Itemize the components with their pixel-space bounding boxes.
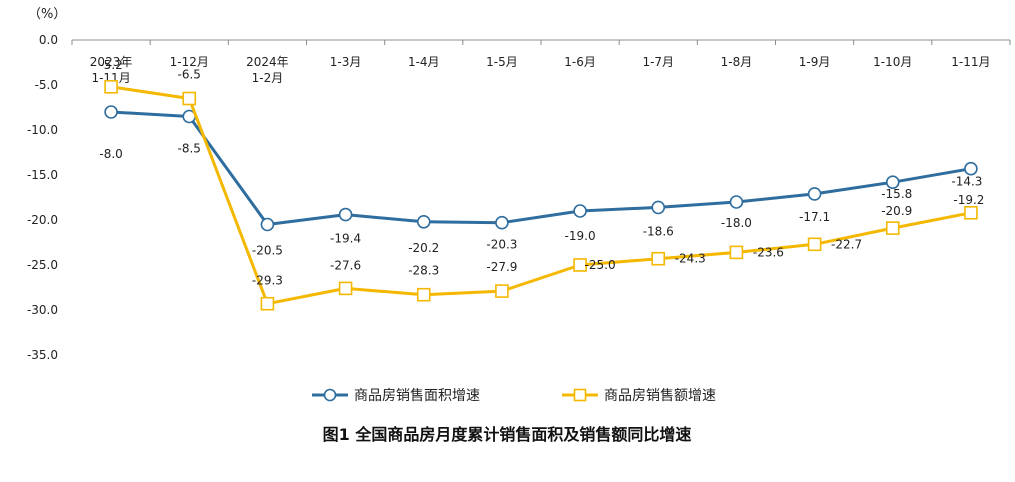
data-label: -6.5 bbox=[178, 68, 201, 82]
y-tick-label: 0.0 bbox=[39, 33, 58, 47]
y-tick-label: -30.0 bbox=[27, 303, 58, 317]
data-point bbox=[964, 161, 978, 176]
data-label: -24.3 bbox=[675, 252, 706, 266]
x-tick-label: 1-5月 bbox=[486, 55, 518, 69]
x-tick-label: 1-7月 bbox=[642, 55, 674, 69]
x-tick-label: 1-9月 bbox=[799, 55, 831, 69]
legend-label: 商品房销售额增速 bbox=[604, 388, 716, 404]
x-tick-label: 1-4月 bbox=[408, 55, 440, 69]
data-label: -28.3 bbox=[408, 264, 439, 278]
data-point bbox=[104, 80, 118, 94]
x-tick-label: 1-3月 bbox=[330, 55, 362, 69]
x-tick-label: 1-11月 bbox=[951, 55, 990, 69]
x-axis: 2023年 1-11月 1-12月 2024年 1-2月 1-3月 1-4月 1-5月 1-6月… bbox=[71, 39, 1011, 85]
data-label: -18.0 bbox=[721, 216, 752, 230]
series-layer bbox=[104, 80, 978, 311]
data-label: -20.9 bbox=[881, 204, 912, 218]
data-label: -19.0 bbox=[565, 229, 596, 243]
data-point bbox=[885, 221, 900, 235]
data-point bbox=[651, 200, 666, 215]
data-point bbox=[260, 217, 275, 232]
data-point bbox=[104, 105, 118, 119]
data-label: -25.0 bbox=[585, 258, 616, 272]
data-point bbox=[651, 251, 666, 266]
data-point bbox=[729, 245, 744, 260]
data-point bbox=[338, 207, 353, 222]
y-tick-label: -10.0 bbox=[27, 123, 58, 137]
data-label: -27.9 bbox=[486, 260, 517, 274]
data-label: -14.3 bbox=[951, 175, 982, 189]
data-point bbox=[416, 215, 431, 229]
data-labels: -8.0 -8.5 -20.5 -19.4 -20.2 -20.3 -19.0 -18.6 -1… bbox=[99, 58, 984, 288]
data-label: -29.3 bbox=[252, 274, 283, 288]
data-label: -15.8 bbox=[881, 187, 912, 201]
data-label: -17.1 bbox=[799, 210, 830, 224]
data-point bbox=[807, 187, 822, 201]
x-tick-label: 2024年 bbox=[246, 55, 289, 69]
x-tick-label: 2023年 bbox=[90, 55, 133, 69]
data-point bbox=[495, 215, 509, 230]
y-tick-label: -35.0 bbox=[27, 348, 58, 362]
data-point bbox=[573, 258, 587, 272]
y-axis: 0.0 -5.0 -10.0 -15.0 -20.0 -25.0 -30.0 -35.0 bbox=[27, 33, 58, 362]
data-label: -8.5 bbox=[178, 142, 201, 156]
y-axis-unit-label: （%） bbox=[28, 7, 66, 22]
x-tick-label: 1-6月 bbox=[564, 55, 596, 69]
legend-marker bbox=[573, 388, 587, 402]
x-tick-label: 1-10月 bbox=[873, 55, 912, 69]
data-point bbox=[964, 206, 978, 220]
legend: 商品房销售面积增速 商品房销售额增速 bbox=[312, 388, 716, 404]
data-label: -19.4 bbox=[330, 232, 361, 246]
legend-label: 商品房销售面积增速 bbox=[354, 388, 480, 404]
data-point bbox=[182, 91, 197, 106]
data-point bbox=[416, 287, 431, 302]
legend-marker bbox=[323, 388, 337, 402]
y-tick-label: -20.0 bbox=[27, 213, 58, 227]
data-label: -20.3 bbox=[486, 238, 517, 252]
data-point bbox=[573, 204, 587, 218]
data-point bbox=[338, 281, 353, 296]
data-label: -19.2 bbox=[953, 193, 984, 207]
data-label: -8.0 bbox=[99, 147, 122, 161]
data-label: -5.2 bbox=[99, 58, 122, 72]
y-tick-label: -15.0 bbox=[27, 168, 58, 182]
x-tick-label: 1-8月 bbox=[721, 55, 753, 69]
data-label: -23.6 bbox=[753, 245, 784, 259]
data-label: -27.6 bbox=[330, 258, 361, 272]
series-line-2 bbox=[110, 85, 972, 306]
data-label: -20.5 bbox=[252, 244, 283, 258]
data-point bbox=[729, 195, 744, 209]
chart-title: 图1 全国商品房月度累计销售面积及销售额同比增速 bbox=[323, 425, 692, 444]
data-point bbox=[495, 284, 509, 298]
data-point bbox=[807, 237, 822, 252]
x-tick-label: 1-11月 bbox=[91, 71, 130, 85]
data-point bbox=[260, 296, 275, 311]
x-tick-label: 1-2月 bbox=[252, 71, 284, 85]
x-tick-label: 1-12月 bbox=[170, 55, 209, 69]
data-point bbox=[885, 175, 900, 189]
data-label: -18.6 bbox=[643, 224, 674, 238]
y-tick-label: -5.0 bbox=[35, 78, 58, 92]
y-tick-label: -25.0 bbox=[27, 258, 58, 272]
series-line-1 bbox=[110, 110, 972, 226]
data-label: -22.7 bbox=[831, 237, 862, 251]
data-label: -20.2 bbox=[408, 241, 439, 255]
